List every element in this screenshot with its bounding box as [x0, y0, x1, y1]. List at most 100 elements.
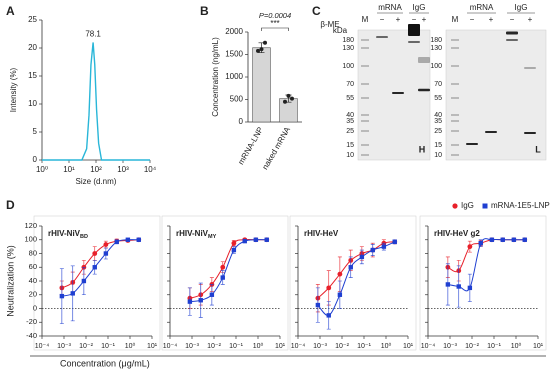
marker: [114, 239, 119, 245]
beta-me-label: β-ME: [320, 20, 339, 29]
x-tick-label: 10³: [117, 165, 129, 174]
y-tick-label: 40: [29, 276, 37, 285]
fit-curve: [189, 239, 267, 303]
marker: [220, 264, 226, 270]
title-sub: BD: [80, 234, 88, 240]
title-main: rHIV-HeV: [304, 229, 339, 238]
y-tick-label: 1000: [225, 72, 243, 81]
x-tick-label: 10⁻⁴: [421, 343, 436, 350]
gel-band: [451, 114, 459, 116]
y-tick-label: 20: [29, 290, 37, 299]
y-tick-label: 0: [33, 303, 37, 312]
gel-band: [451, 83, 459, 85]
marker: [81, 278, 87, 284]
y-axis-label: Intensity (%): [9, 67, 18, 112]
marker: [220, 275, 225, 280]
y-axis-label: Neutralization (%): [5, 245, 15, 317]
marker: [337, 271, 343, 277]
mw-label: 100: [342, 63, 354, 70]
x-tick-label: 10⁻²: [465, 343, 479, 350]
x-tick-label: 10⁻³: [313, 343, 327, 350]
legend-label: IgG: [461, 201, 474, 210]
sign-label: −: [510, 15, 515, 24]
size-line: [42, 42, 150, 161]
x-tick-label: 10⁻²: [79, 343, 93, 350]
marker: [198, 298, 203, 303]
y-tick-label: 15: [28, 71, 37, 80]
gel-band: [408, 24, 420, 36]
panel-title: rHIV-HeV g2: [434, 229, 480, 238]
sign-label: +: [422, 15, 427, 24]
marker: [92, 265, 97, 270]
gel-band: [451, 39, 459, 41]
y-tick-label: 1500: [225, 50, 243, 59]
sign-label: +: [489, 15, 494, 24]
mw-label: 130: [342, 45, 354, 52]
x-tick-label: 10⁰: [125, 342, 136, 350]
x-tick-label: 10¹: [63, 165, 75, 174]
marker: [253, 237, 259, 242]
data-point: [286, 93, 291, 98]
marker: [209, 292, 215, 297]
marker-lane: M: [452, 15, 459, 24]
marker: [326, 313, 331, 318]
gel-band: [392, 92, 404, 94]
mw-label: 130: [430, 45, 442, 52]
mw-label: 100: [430, 63, 442, 70]
x-tick-label: 10¹: [147, 343, 158, 350]
y-tick-label: -20: [26, 317, 37, 326]
group-label: IgG: [413, 3, 426, 12]
marker: [478, 240, 483, 246]
title-main: rHIV-HeV g2: [434, 229, 480, 238]
marker: [445, 282, 451, 287]
gel-band: [361, 120, 369, 122]
marker: [231, 247, 237, 253]
gel-band: [451, 65, 459, 67]
x-axis-label: Size (d.nm): [76, 177, 117, 186]
gel-band: [451, 144, 459, 146]
gel-band: [451, 130, 459, 132]
marker: [370, 247, 375, 253]
marker: [348, 265, 353, 270]
group-label: IgG: [515, 3, 528, 12]
kda-label: kDa: [333, 26, 348, 35]
mw-label: 40: [346, 112, 354, 119]
x-tick-label: 10⁰: [381, 342, 392, 350]
x-tick-label: 10⁻⁴: [35, 343, 50, 350]
x-tick-label: 10⁻¹: [357, 343, 371, 350]
fit-curve: [317, 241, 395, 316]
marker: [242, 238, 247, 244]
stars: ***: [270, 19, 279, 28]
x-tick-label: 10⁻⁴: [291, 343, 306, 350]
mw-label: 35: [434, 118, 442, 125]
fit-curve: [189, 238, 267, 299]
gel-band: [361, 83, 369, 85]
x-tick-label: 10⁴: [144, 165, 157, 174]
mw-label: 10: [434, 152, 442, 159]
marker: [392, 239, 397, 245]
mw-label: 40: [434, 112, 442, 119]
plot-frame: [419, 215, 547, 351]
panel-label: B: [200, 4, 209, 18]
group-label: mRNA: [378, 3, 402, 12]
gel-band: [524, 67, 536, 69]
x-tick-label: 10¹: [403, 343, 414, 350]
marker: [359, 254, 365, 260]
mw-label: 180: [430, 37, 442, 44]
marker: [125, 237, 131, 242]
mw-label: 25: [434, 128, 442, 135]
panel-title: rHIV-HeV: [304, 229, 339, 238]
sign-label: −: [412, 15, 417, 24]
x-tick-label: 10⁰: [511, 342, 522, 350]
chain-label: H: [419, 144, 426, 154]
gel-band: [451, 97, 459, 99]
marker: [103, 242, 109, 247]
mw-label: 15: [346, 142, 354, 149]
marker: [315, 302, 321, 308]
marker: [59, 293, 65, 299]
gel-band: [485, 131, 497, 133]
significance-bracket: [261, 27, 289, 31]
p-value: P=0.0004: [259, 11, 291, 20]
x-tick-label: 10⁰: [36, 165, 48, 174]
marker: [103, 251, 109, 256]
